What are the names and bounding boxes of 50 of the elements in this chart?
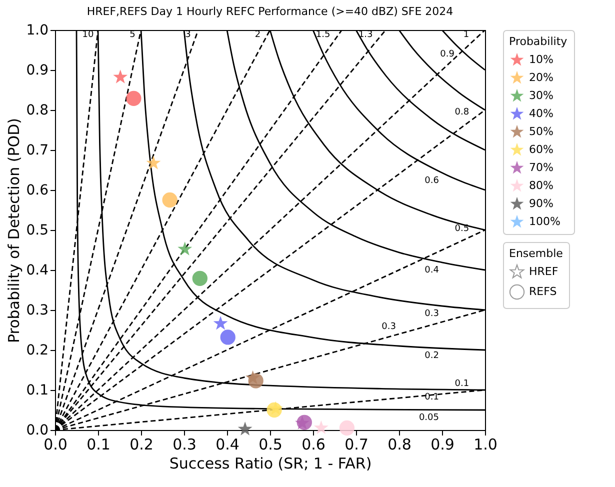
y-tick-label: 0.0 — [26, 422, 48, 438]
x-tick-label: 0.4 — [216, 436, 240, 454]
annotation: 0.05 — [418, 413, 439, 423]
legend-label: 80% — [529, 179, 554, 192]
x-tick-label: 1.0 — [474, 436, 498, 454]
y-tick-label: 0.2 — [26, 342, 48, 358]
annotation: 0.6 — [424, 176, 440, 186]
text: HREF — [529, 265, 558, 278]
x-tick-label: 0.5 — [258, 436, 282, 454]
legend-label: 10% — [529, 53, 554, 66]
y-tick-label: 0.6 — [26, 182, 49, 198]
text: Ensemble — [509, 247, 564, 260]
y-tick-label: 0.8 — [26, 102, 48, 118]
annotation: 0.3 — [424, 309, 439, 319]
chart-title: HREF,REFS Day 1 Hourly REFC Performance (>=40 dBZ) SFE 2024 — [86, 5, 454, 18]
annotation: 0.4 — [424, 265, 440, 276]
annotation: 0.9 — [440, 49, 455, 60]
legend-label: 30% — [529, 89, 554, 102]
text: REFS — [529, 285, 557, 298]
x-tick-label: 0.6 — [302, 436, 326, 454]
y-tick-label: 0.4 — [26, 262, 49, 278]
y-axis-title: Probability of Detection (POD) — [5, 118, 24, 344]
x-tick-label: 0.9 — [430, 436, 454, 454]
y-tick-label: 0.9 — [26, 62, 48, 78]
annotation: 0.5 — [454, 224, 470, 234]
x-tick-label: 0.2 — [130, 436, 154, 454]
legend-label: 90% — [529, 197, 554, 210]
y-tick-label: 0.7 — [26, 142, 48, 158]
legend-label: 70% — [529, 161, 554, 174]
annotation: 0.1 — [424, 392, 439, 403]
legend-label: 100% — [529, 215, 560, 228]
y-tick-label: 1.0 — [26, 22, 48, 38]
x-tick-label: 0.1 — [86, 436, 110, 454]
x-tick-label: 0.8 — [388, 436, 412, 454]
annotation: 0.8 — [454, 108, 470, 118]
legend-label: 50% — [529, 125, 554, 138]
y-tick-label: 0.5 — [26, 222, 48, 238]
x-tick-label: 0.3 — [172, 436, 196, 454]
legend-title: Probability — [509, 35, 568, 48]
x-tick-label: 0.7 — [344, 436, 368, 454]
legend-label: 60% — [529, 143, 554, 156]
annotation: 0.3 — [382, 322, 396, 332]
legend-label: 40% — [529, 107, 554, 120]
x-axis-title: Success Ratio (SR; 1 - FAR) — [169, 454, 372, 472]
x-tick-label: 0.0 — [44, 436, 68, 454]
legend-label: 20% — [529, 71, 554, 84]
y-tick-label: 0.3 — [26, 302, 48, 318]
y-tick-label: 0.1 — [26, 382, 48, 398]
annotation: 0.2 — [424, 351, 439, 361]
annotation: 0.1 — [454, 379, 470, 390]
